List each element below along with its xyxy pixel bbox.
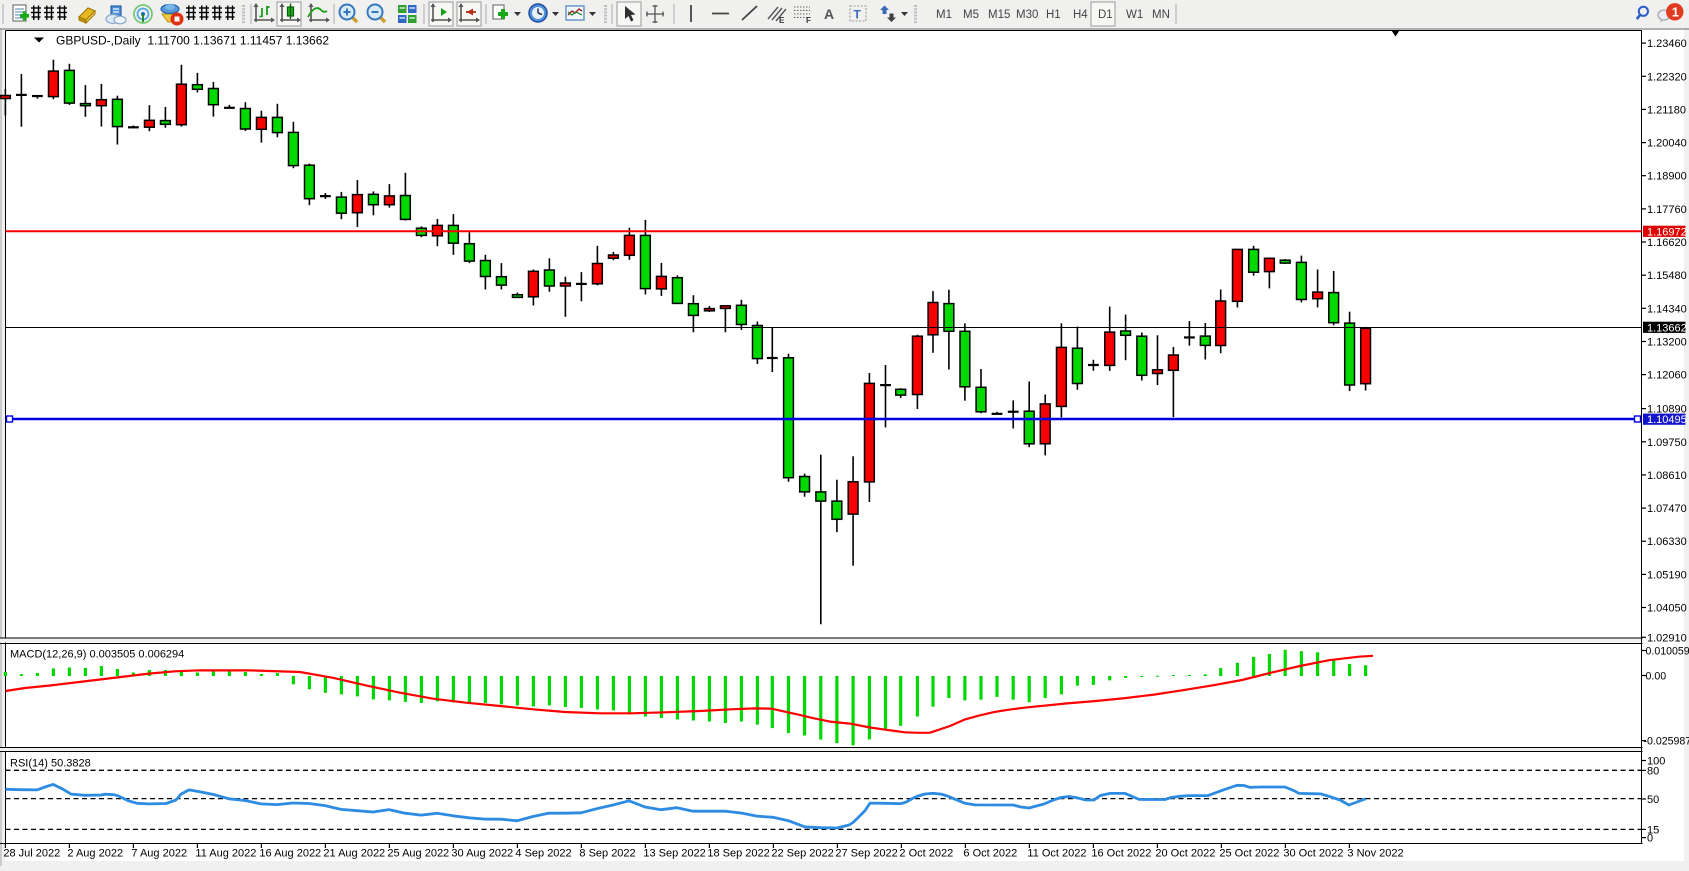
svg-text:GBPUSD-,Daily 1.11700 1.13671: GBPUSD-,Daily 1.11700 1.13671 1.11457 1.…	[56, 34, 329, 48]
svg-text:1.05190: 1.05190	[1647, 569, 1687, 581]
svg-text:18 Sep 2022: 18 Sep 2022	[707, 848, 769, 860]
svg-text:1.10495: 1.10495	[1647, 414, 1687, 426]
svg-text:3 Nov 2022: 3 Nov 2022	[1347, 848, 1403, 860]
svg-text:1.23460: 1.23460	[1647, 38, 1687, 50]
svg-text:22 Sep 2022: 22 Sep 2022	[771, 848, 833, 860]
svg-text:20 Oct 2022: 20 Oct 2022	[1155, 848, 1215, 860]
svg-text:2 Oct 2022: 2 Oct 2022	[899, 848, 953, 860]
svg-text:1.12060: 1.12060	[1647, 370, 1687, 382]
svg-text:W1: W1	[1126, 9, 1143, 21]
svg-text:30 Aug 2022: 30 Aug 2022	[451, 848, 513, 860]
svg-text:16 Aug 2022: 16 Aug 2022	[259, 848, 321, 860]
svg-text:1.15480: 1.15480	[1647, 270, 1687, 282]
svg-text:T: T	[854, 8, 862, 22]
svg-text:1.04050: 1.04050	[1647, 603, 1687, 615]
svg-text:1.13200: 1.13200	[1647, 337, 1687, 349]
svg-text:1.06330: 1.06330	[1647, 536, 1687, 548]
svg-text:M15: M15	[988, 9, 1010, 21]
svg-text:1.17760: 1.17760	[1647, 204, 1687, 216]
svg-text:25 Oct 2022: 25 Oct 2022	[1219, 848, 1279, 860]
svg-text:0: 0	[1647, 833, 1653, 845]
svg-text:1.14340: 1.14340	[1647, 303, 1687, 315]
svg-text:7 Aug 2022: 7 Aug 2022	[131, 848, 187, 860]
svg-text:F: F	[806, 16, 811, 25]
svg-text:16 Oct 2022: 16 Oct 2022	[1091, 848, 1151, 860]
svg-text:8 Sep 2022: 8 Sep 2022	[579, 848, 635, 860]
svg-text:4 Sep 2022: 4 Sep 2022	[515, 848, 571, 860]
svg-text:MN: MN	[1152, 9, 1170, 21]
svg-text:1: 1	[1672, 5, 1679, 20]
svg-text:0.010059: 0.010059	[1646, 646, 1689, 658]
svg-text:2 Aug 2022: 2 Aug 2022	[67, 848, 123, 860]
svg-text:1.07470: 1.07470	[1647, 503, 1687, 515]
svg-text:MACD(12,26,9) 0.003505 0.00629: MACD(12,26,9) 0.003505 0.006294	[10, 649, 184, 661]
svg-text:6 Oct 2022: 6 Oct 2022	[963, 848, 1017, 860]
svg-text:E: E	[779, 16, 785, 25]
svg-text:80: 80	[1647, 765, 1659, 777]
svg-text:1.22320: 1.22320	[1647, 71, 1687, 83]
svg-text:28 Jul 2022: 28 Jul 2022	[3, 848, 60, 860]
svg-text:1.18900: 1.18900	[1647, 171, 1687, 183]
svg-text:A: A	[824, 6, 834, 22]
svg-text:30 Oct 2022: 30 Oct 2022	[1283, 848, 1343, 860]
svg-text:50: 50	[1647, 794, 1659, 806]
svg-text:21 Aug 2022: 21 Aug 2022	[323, 848, 385, 860]
svg-text:1.02910: 1.02910	[1647, 632, 1687, 644]
svg-text:D1: D1	[1098, 9, 1113, 21]
svg-text:M5: M5	[963, 9, 979, 21]
svg-text:11 Aug 2022: 11 Aug 2022	[195, 848, 256, 860]
svg-text:1.20040: 1.20040	[1647, 138, 1687, 150]
svg-text:RSI(14) 50.3828: RSI(14) 50.3828	[10, 758, 91, 770]
svg-text:0.00: 0.00	[1646, 671, 1667, 683]
svg-text:1.13662: 1.13662	[1647, 322, 1687, 334]
svg-text:25 Aug 2022: 25 Aug 2022	[387, 848, 449, 860]
svg-text:1.09750: 1.09750	[1647, 437, 1687, 449]
svg-text:13 Sep 2022: 13 Sep 2022	[643, 848, 705, 860]
svg-text:11 Oct 2022: 11 Oct 2022	[1027, 848, 1086, 860]
svg-text:1.21180: 1.21180	[1647, 104, 1686, 116]
svg-text:M30: M30	[1016, 9, 1038, 21]
svg-text:H1: H1	[1046, 9, 1061, 21]
svg-text:-0.025987: -0.025987	[1644, 736, 1689, 748]
svg-text:1.08610: 1.08610	[1647, 470, 1687, 482]
svg-text:M1: M1	[936, 9, 952, 21]
svg-text:1.16620: 1.16620	[1647, 237, 1687, 249]
svg-text:27 Sep 2022: 27 Sep 2022	[835, 848, 897, 860]
svg-text:1.16972: 1.16972	[1647, 226, 1687, 238]
svg-text:H4: H4	[1073, 9, 1088, 21]
